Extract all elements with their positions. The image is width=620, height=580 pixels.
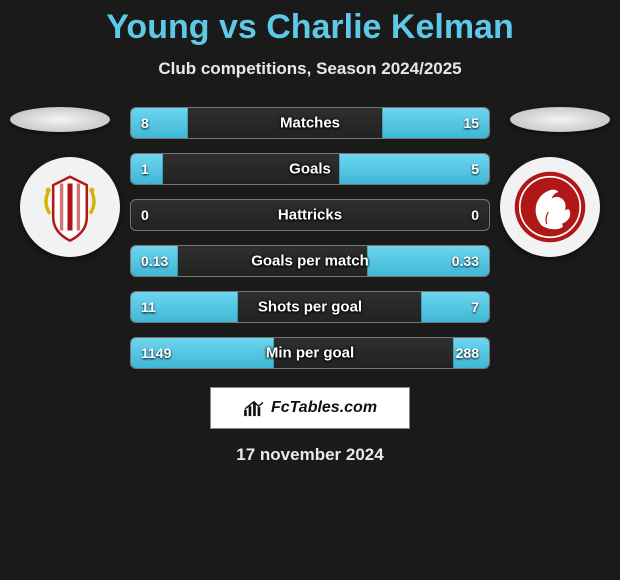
bars-container: 8 Matches 15 1 Goals 5 0 Hattricks 0 0.1… — [130, 107, 490, 369]
club-crest-left — [20, 157, 120, 257]
player-left-photo-placeholder — [10, 107, 110, 132]
metric-row: 11 Shots per goal 7 — [130, 291, 490, 323]
metric-value-right: 288 — [456, 345, 479, 361]
club-crest-right — [500, 157, 600, 257]
metric-label: Hattricks — [131, 207, 489, 224]
metric-value-right: 0.33 — [452, 253, 479, 269]
metric-fill-right — [488, 200, 489, 230]
metric-value-left: 11 — [141, 299, 156, 315]
metric-row: 1149 Min per goal 288 — [130, 337, 490, 369]
brand-text: FcTables.com — [271, 399, 377, 417]
metric-value-right: 0 — [471, 207, 479, 223]
metric-row: 8 Matches 15 — [130, 107, 490, 139]
stevenage-crest-icon — [28, 165, 112, 249]
metric-value-left: 0.13 — [141, 253, 168, 269]
metric-value-left: 8 — [141, 115, 149, 131]
metric-fill-left — [131, 108, 188, 138]
fctables-logo-icon — [243, 399, 265, 417]
brand-box[interactable]: FcTables.com — [210, 387, 410, 429]
metric-value-left: 1149 — [141, 345, 171, 361]
metric-fill-right — [339, 154, 489, 184]
page-title: Young vs Charlie Kelman — [0, 0, 620, 47]
player-right-photo-placeholder — [510, 107, 610, 132]
comparison-stage: 8 Matches 15 1 Goals 5 0 Hattricks 0 0.1… — [0, 107, 620, 369]
metric-value-left: 1 — [141, 161, 149, 177]
snapshot-date: 17 november 2024 — [0, 445, 620, 465]
metric-row: 1 Goals 5 — [130, 153, 490, 185]
metric-value-right: 15 — [463, 115, 479, 131]
metric-value-left: 0 — [141, 207, 149, 223]
subtitle: Club competitions, Season 2024/2025 — [0, 59, 620, 79]
metric-value-right: 7 — [471, 299, 479, 315]
metric-row: 0.13 Goals per match 0.33 — [130, 245, 490, 277]
metric-row: 0 Hattricks 0 — [130, 199, 490, 231]
metric-fill-left — [131, 200, 132, 230]
metric-value-right: 5 — [471, 161, 479, 177]
leyton-orient-crest-icon — [508, 165, 592, 249]
